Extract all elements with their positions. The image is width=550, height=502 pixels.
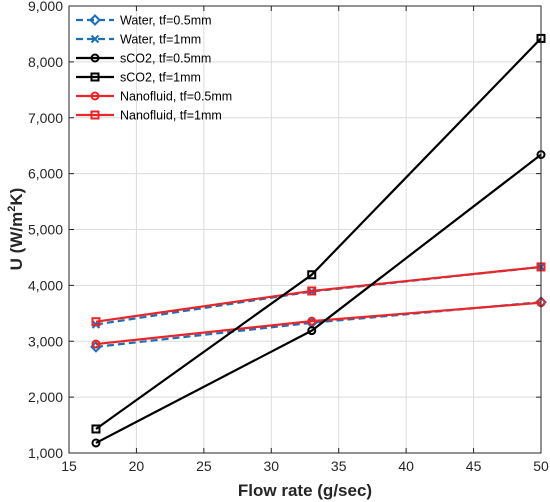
x-tick-label: 30 [263, 458, 279, 474]
data-point [91, 424, 101, 434]
data-point [307, 326, 317, 336]
y-axis-label-tail: K) [7, 188, 26, 206]
y-tick-label: 6,000 [28, 166, 63, 182]
legend-label: Water, tf=0.5mm [120, 14, 212, 28]
data-point [91, 317, 101, 327]
legend: Water, tf=0.5mm Water, tf=1mm sCO2, tf=0.5… [76, 14, 232, 123]
x-tick-label: 20 [129, 458, 145, 474]
legend-marker [90, 72, 100, 82]
y-tick-label: 8,000 [28, 54, 63, 70]
y-tick-label: 5,000 [28, 222, 63, 238]
y-axis-label: U (W/m2K) [6, 188, 26, 271]
y-tick-label: 7,000 [28, 110, 63, 126]
y-tick-label: 2,000 [28, 389, 63, 405]
legend-label: sCO2, tf=1mm [120, 71, 201, 85]
x-tick-label: 45 [466, 458, 482, 474]
y-axis-label-base: U (W/m [7, 212, 26, 271]
legend-label: Nanofluid, tf=1mm [120, 109, 222, 123]
y-tick-label: 3,000 [28, 333, 63, 349]
series-line [95, 265, 542, 323]
series-line [95, 265, 542, 326]
y-tick-label: 9,000 [28, 0, 63, 14]
x-tick-label: 25 [196, 458, 212, 474]
legend-label: sCO2, tf=0.5mm [120, 52, 211, 66]
y-tick-label: 1,000 [28, 445, 63, 461]
legend-marker [90, 91, 100, 101]
data-point [307, 316, 317, 326]
series-line [95, 153, 542, 444]
data-point [307, 286, 317, 296]
legend-marker [90, 34, 100, 44]
x-tick-label: 35 [331, 458, 347, 474]
x-tick-label: 40 [398, 458, 414, 474]
series-4 [91, 298, 546, 349]
legend-label: Water, tf=1mm [120, 33, 201, 47]
series-line [95, 37, 542, 430]
x-axis-label: Flow rate (g/sec) [238, 481, 372, 500]
ticks: 15 20 25 30 35 40 45 50 1,000 2,000 3,000 4,000 5,00… [28, 0, 549, 474]
x-tick-label: 15 [61, 458, 77, 474]
legend-label: Nanofluid, tf=0.5mm [120, 90, 232, 104]
x-marker-stroke [90, 34, 100, 44]
series-line [95, 301, 542, 346]
data-point [307, 270, 317, 280]
data-point [91, 339, 101, 349]
legend-marker [90, 53, 100, 63]
series-line [95, 301, 542, 348]
x-tick-label: 50 [533, 458, 549, 474]
y-axis-label-superscript: 2 [6, 206, 18, 212]
y-tick-label: 4,000 [28, 277, 63, 293]
data-point [91, 438, 101, 448]
legend-marker [89, 14, 101, 26]
legend-marker [90, 110, 100, 120]
